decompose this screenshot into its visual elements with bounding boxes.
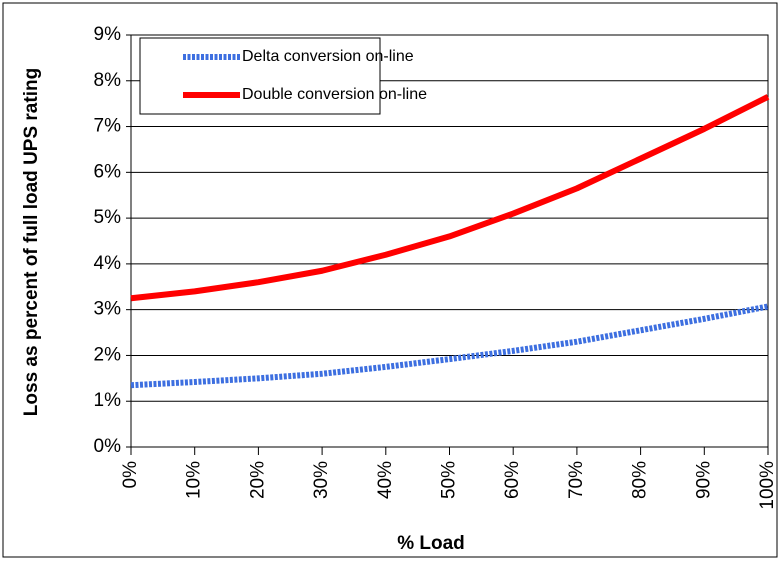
- x-axis-label: % Load: [397, 533, 465, 554]
- x-tick-label: 80%: [630, 461, 651, 499]
- plot-border: [130, 34, 769, 448]
- x-tick-label: 0%: [120, 461, 141, 489]
- x-tick-label: 50%: [439, 461, 460, 499]
- legend-label: Delta conversion on-line: [242, 48, 414, 65]
- y-tick-label: 7%: [94, 116, 122, 137]
- x-tick-label: 60%: [502, 461, 523, 499]
- x-tick-label: 40%: [375, 461, 396, 499]
- y-tick-label: 0%: [94, 436, 122, 457]
- legend-label: Double conversion on-line: [242, 86, 427, 103]
- x-tick-label: 70%: [566, 461, 587, 499]
- y-tick-label: 6%: [94, 161, 122, 182]
- chart-frame: [2, 2, 778, 558]
- y-tick-label: 9%: [94, 24, 122, 45]
- y-tick-label: 5%: [94, 207, 122, 228]
- y-axis-label: Loss as percent of full load UPS rating: [21, 68, 42, 416]
- series-line: [130, 94, 770, 302]
- x-tick-label: 90%: [693, 461, 714, 499]
- y-tick-label: 4%: [94, 253, 122, 274]
- y-tick-label: 2%: [94, 344, 122, 365]
- x-tick-label: 20%: [247, 461, 268, 499]
- x-tick-label: 100%: [757, 461, 778, 510]
- y-tick-label: 3%: [94, 299, 122, 320]
- series-line: [130, 303, 769, 389]
- x-tick-label: 10%: [184, 461, 205, 499]
- x-tick-label: 30%: [311, 461, 332, 499]
- legend-box: [139, 37, 381, 115]
- y-tick-label: 1%: [94, 390, 122, 411]
- y-tick-label: 8%: [94, 70, 122, 91]
